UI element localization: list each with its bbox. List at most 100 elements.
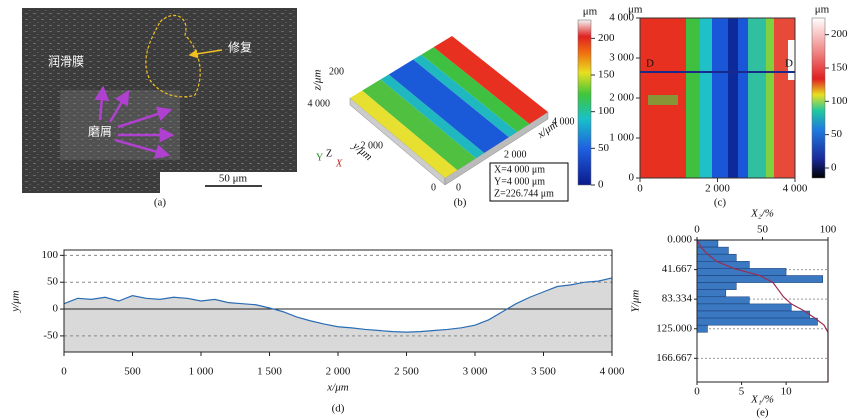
colorbar: [578, 20, 591, 185]
z-tick-label: 200: [329, 66, 344, 77]
x-tick-label: 2 000: [705, 183, 730, 195]
x2-tick-label: 50: [757, 224, 769, 236]
x-tick-label: 0: [637, 183, 643, 195]
x-tick-label: 2 500: [394, 366, 419, 378]
colorbar-tick-label: 150: [598, 69, 615, 81]
colorbar-tick-label: 0: [831, 162, 837, 174]
colorbar-tick-label: 200: [598, 32, 615, 44]
triad-label: Y: [316, 152, 323, 163]
x1-tick-label: 10: [781, 386, 793, 398]
section-label: D: [785, 58, 793, 70]
y-tick-label: 125.000: [656, 322, 692, 334]
y-tick-label: 1 000: [609, 132, 634, 144]
caption: (e): [756, 407, 769, 419]
map-band: [748, 18, 766, 178]
info-text: Y=4 000 μm: [494, 176, 545, 187]
x1-axis-label: X₁/%: [750, 394, 774, 406]
y-tick-label: 2 000: [609, 92, 634, 104]
y-tick-label: 3 000: [609, 52, 634, 64]
x-tick-label: 3 500: [531, 366, 556, 378]
bar: [697, 268, 786, 275]
x-tick-label: 0: [61, 366, 67, 378]
x-tick-label: 1 500: [257, 366, 282, 378]
y-tick-label: 166.667: [656, 352, 692, 364]
triad-label: X: [335, 158, 343, 169]
colorbar-tick-label: 150: [831, 62, 848, 74]
y-axis-label: Y/μm: [630, 290, 642, 313]
y-tick-label: 41.667: [662, 263, 693, 275]
x-tick-label: 500: [124, 366, 141, 378]
info-text: X=4 000 μm: [494, 164, 545, 175]
x2-axis-label: X₂/%: [750, 208, 774, 220]
colorbar-tick-label: 0: [598, 179, 604, 191]
bar: [697, 276, 823, 283]
y-tick-label: 0: [53, 303, 59, 315]
x1-tick-label: 5: [739, 386, 745, 398]
y-tick-label: 0: [431, 182, 436, 193]
map-band: [700, 18, 712, 178]
y-tick-label: 100: [42, 249, 59, 261]
bar: [697, 297, 749, 304]
colorbar-tick-label: 200: [831, 28, 848, 40]
bar: [697, 283, 736, 290]
colorbar-tick-label: 50: [598, 142, 610, 154]
x1-tick-label: 0: [694, 386, 700, 398]
y-tick-label: 4 000: [308, 98, 331, 109]
colorbar-tick-label: 100: [831, 95, 848, 107]
x-tick-label: 3 000: [463, 366, 488, 378]
scale-label: 50 μm: [219, 173, 248, 185]
triad-label: Z: [326, 148, 332, 159]
y-tick-label: 0: [629, 172, 635, 184]
bar: [697, 290, 726, 297]
debris-label: 磨屑: [88, 125, 112, 139]
y-axis-label: y/μm: [10, 290, 22, 312]
bar: [697, 261, 749, 268]
x-tick-label: 4 000: [783, 183, 808, 195]
panel-a: 润滑膜 修复 磨屑 50 μm (a): [22, 8, 297, 209]
section-label: D: [646, 58, 654, 70]
y-tick-label: -50: [43, 329, 58, 341]
x2-tick-label: 0: [694, 224, 700, 236]
panel-b: X=4 000 μm Y=4 000 μm Z=226.744 μm z/μm …: [308, 6, 616, 209]
map-band: [686, 18, 700, 178]
info-text: Z=226.744 μm: [494, 188, 554, 199]
colorbar-unit: μm: [583, 6, 598, 18]
film-label: 润滑膜: [48, 55, 84, 69]
y-tick-label: 0.000: [667, 234, 692, 246]
repair-label: 修复: [228, 40, 252, 55]
map-band: [648, 95, 678, 105]
x-tick-label: 4 000: [552, 116, 575, 127]
caption: (c): [714, 197, 727, 209]
y-tick-label: 50: [47, 276, 59, 288]
bar: [697, 325, 707, 332]
caption: (d): [332, 403, 345, 415]
colorbar: [812, 18, 825, 178]
colorbar-unit: μm: [815, 4, 830, 16]
chart-e: 0.000 41.667 83.334 125.000 166.667 0 50 100 0 5 1…: [630, 208, 837, 419]
bar: [697, 311, 810, 318]
y-tick-label: 2 000: [361, 140, 384, 151]
colorbar-tick-label: 50: [831, 128, 843, 140]
figure: 润滑膜 修复 磨屑 50 μm (a) X=4 000 μm Y=4 000 μ…: [0, 0, 856, 420]
bar: [697, 254, 736, 261]
bar: [697, 318, 818, 325]
x-tick-label: 4 000: [600, 366, 625, 378]
x-axis-label: x/μm: [326, 382, 348, 394]
z-label: z/μm: [312, 70, 324, 92]
y-tick-label: 83.334: [662, 293, 693, 305]
bar: [697, 304, 791, 311]
caption: (a): [154, 197, 167, 209]
caption: (b): [454, 197, 467, 209]
map-band: [728, 18, 738, 178]
map-band: [766, 18, 774, 178]
colorbar-tick-label: 100: [598, 105, 615, 117]
y-tick-label: 4 000: [609, 12, 634, 24]
x2-tick-label: 100: [820, 224, 837, 236]
x-tick-label: 2 000: [326, 366, 351, 378]
profile-area: [64, 278, 612, 352]
x-tick-label: 1 000: [189, 366, 214, 378]
x-tick-label: 2 000: [504, 149, 527, 160]
x-tick-label: 0: [456, 182, 461, 193]
